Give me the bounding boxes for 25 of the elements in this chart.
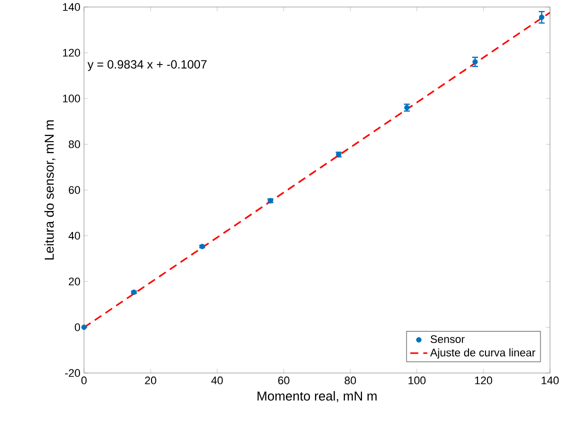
x-tick-label: 100 (408, 376, 426, 384)
y-tick-label: 140 (63, 3, 80, 11)
x-tick-label: 60 (278, 376, 290, 384)
y-tick-label: 60 (68, 186, 80, 194)
x-tick-label: 80 (344, 376, 356, 384)
legend-label: Ajuste de curva linear (430, 348, 536, 359)
y-tick-label: 120 (63, 48, 80, 57)
y-tick-label: 0 (74, 323, 80, 332)
annotation: y = 0.9834 x + -0.1007 (88, 60, 207, 71)
legend-label: Sensor (430, 335, 465, 344)
x-tick-label: 120 (475, 376, 492, 384)
x-tick-label: 140 (542, 376, 559, 384)
point (81, 324, 87, 330)
y-tick-label: 20 (68, 278, 80, 286)
y-tick-label: 40 (68, 232, 80, 240)
x-tick-label: 0 (81, 376, 87, 384)
x-axis-title: Momento real, mN m (258, 391, 377, 402)
x-tick-label: 20 (145, 376, 156, 384)
y-tick-label: 100 (63, 94, 80, 102)
x-tick-label: 40 (211, 376, 223, 384)
point (472, 59, 478, 65)
y-tick-label: -20 (65, 369, 80, 377)
y-tick-label: 80 (68, 140, 80, 148)
point (538, 14, 544, 20)
y-axis-title: Leitura do sensor, mN m (44, 120, 56, 260)
